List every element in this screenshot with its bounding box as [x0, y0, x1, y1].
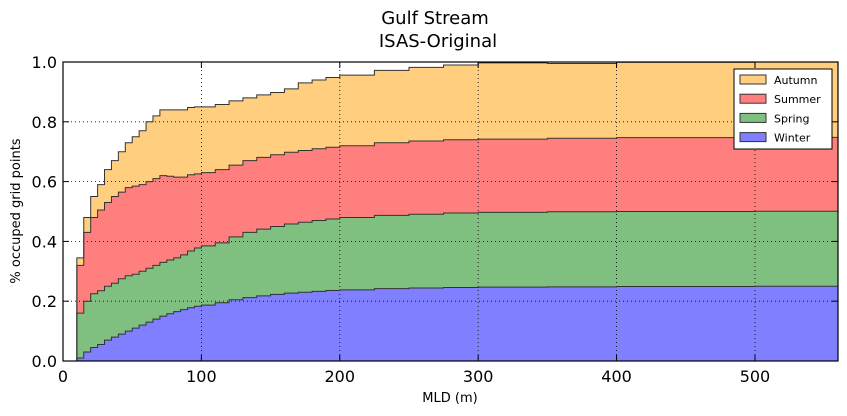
- x-tick-label: 300: [463, 367, 494, 386]
- x-tick-label: 0: [58, 367, 68, 386]
- area-spring: [63, 210, 838, 361]
- y-axis-label: % occuped grid points: [9, 138, 24, 283]
- y-tick-label: 0.2: [32, 292, 57, 311]
- x-tick-label: 400: [601, 367, 632, 386]
- chart-title: Gulf Stream: [381, 8, 489, 29]
- y-tick-label: 1.0: [32, 53, 57, 72]
- y-tick-label: 0.6: [32, 173, 57, 192]
- area-summer: [63, 136, 838, 361]
- legend-swatch-summer: [739, 93, 767, 104]
- area-autumn: [63, 62, 838, 361]
- x-tick-label: 500: [740, 367, 771, 386]
- x-tick-label: 200: [325, 367, 356, 386]
- plot-frame: [62, 61, 839, 362]
- y-tick-label: 0.0: [32, 352, 57, 371]
- legend: Autumn Summer Spring Winter: [733, 68, 833, 150]
- legend-label-winter: Winter: [774, 132, 811, 145]
- outline-winter: [63, 285, 838, 362]
- series-outlines: [63, 61, 839, 362]
- outline-autumn: [63, 61, 838, 362]
- chart-subtitle: ISAS-Original: [379, 31, 497, 52]
- legend-label-summer: Summer: [774, 93, 821, 106]
- axis-ticks: 0 100 200 300 400 500 0.0 0.2 0.4 0.6 0.8 1.0: [32, 53, 838, 386]
- y-tick-label: 0.4: [32, 232, 57, 251]
- outline-spring: [63, 210, 839, 362]
- legend-swatch-autumn: [739, 74, 767, 85]
- area-winter: [63, 286, 838, 361]
- outline-summer: [63, 136, 839, 362]
- legend-label-spring: Spring: [774, 112, 810, 125]
- plot-areas: [63, 62, 838, 361]
- y-tick-label: 0.8: [32, 113, 57, 132]
- x-axis-label: MLD (m): [422, 391, 477, 406]
- x-tick-label: 100: [186, 367, 217, 386]
- legend-swatch-spring: [739, 112, 767, 123]
- legend-label-autumn: Autumn: [774, 74, 817, 87]
- legend-swatch-winter: [739, 132, 767, 143]
